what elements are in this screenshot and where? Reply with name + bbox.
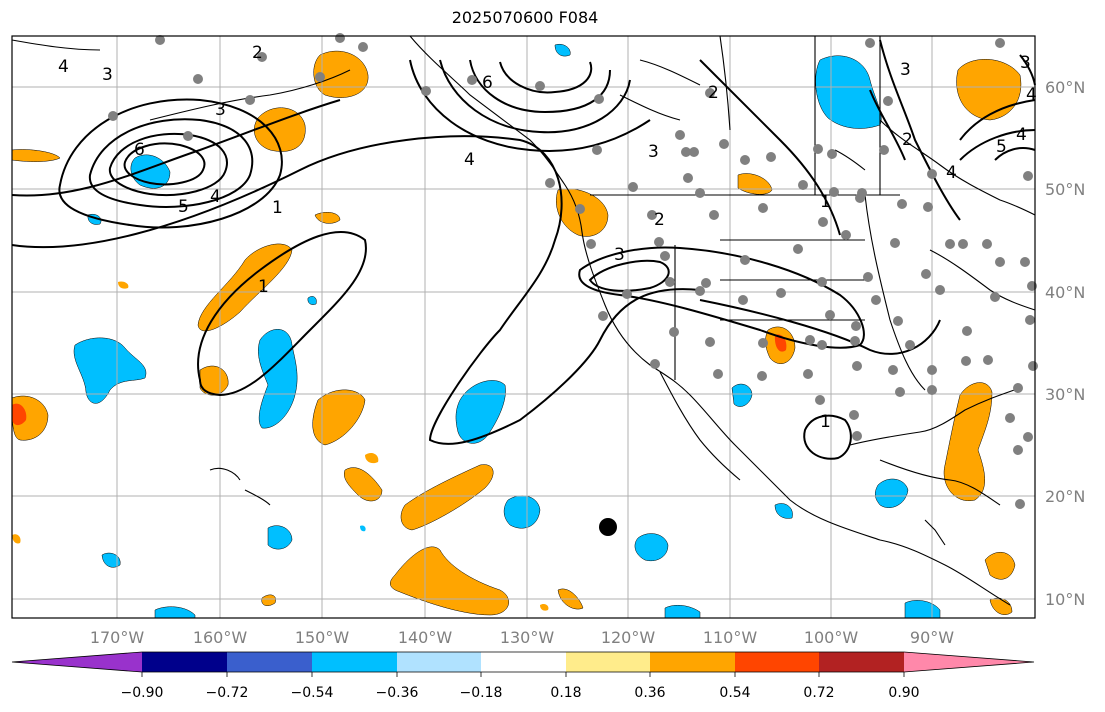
contour-label: 5: [996, 137, 1007, 157]
colorbar-swatch: [312, 652, 397, 672]
contour-label: 2: [654, 210, 665, 230]
colorbar-tick-label: −0.90: [121, 685, 164, 701]
contour-label: 3: [614, 245, 625, 265]
colorbar-tick-label: −0.54: [291, 685, 334, 701]
lon-label: 120°W: [601, 628, 656, 647]
contour-label: 3: [648, 142, 659, 162]
colorbar-swatch: [227, 652, 312, 672]
map-frame: [11, 35, 1036, 619]
graticule: [12, 36, 1035, 618]
contour-label: 3: [215, 100, 226, 120]
colorbar-tick-label: −0.36: [376, 685, 419, 701]
station-dots: [108, 33, 1038, 509]
colorbar-swatch: [397, 652, 481, 672]
colorbar-tick-label: 0.36: [634, 685, 665, 701]
contour-label: 4: [464, 150, 475, 170]
contour-label: 1: [820, 412, 831, 432]
contour-label: 4: [58, 57, 69, 77]
contour-label: 3: [1020, 53, 1031, 73]
contour-label: 1: [258, 277, 269, 297]
colorbar-tick-label: 0.72: [803, 685, 834, 701]
contour-label: 1: [272, 198, 283, 218]
lon-label: 160°W: [193, 628, 248, 647]
contour-label: 4: [1026, 85, 1037, 105]
colorbar-tick-label: −0.72: [206, 685, 249, 701]
contour-labels: 4 3 2 3 6 5 4 1 1 6 4 3 2 1 2 3 1 3 2 4 …: [58, 43, 1037, 432]
colorbar-tick-label: −0.18: [460, 685, 503, 701]
colorbar-swatch: [735, 652, 819, 672]
contour-label: 2: [902, 130, 913, 150]
lon-label: 150°W: [295, 628, 350, 647]
contour-label: 6: [134, 140, 145, 160]
lon-label: 130°W: [500, 628, 555, 647]
contour-label: 2: [708, 83, 719, 103]
contour-label: 5: [178, 197, 189, 217]
colorbar-tick-label: 0.18: [550, 685, 581, 701]
coastlines: [11, 35, 1036, 606]
colorbar-swatch: [819, 652, 904, 672]
contour-label: 3: [900, 60, 911, 80]
lon-label: 100°W: [804, 628, 859, 647]
contour-label: 6: [482, 73, 493, 93]
marker-dot: [599, 518, 617, 536]
lat-label: 20°N: [1045, 487, 1085, 506]
colorbar-tick-label: 0.54: [719, 685, 750, 701]
contour-label: 2: [252, 43, 263, 63]
lon-label: 90°W: [910, 628, 954, 647]
colorbar-extend-high: [904, 652, 1034, 672]
lat-label: 50°N: [1045, 180, 1085, 199]
lon-label: 140°W: [398, 628, 453, 647]
colorbar-swatch: [142, 652, 227, 672]
height-contours: [11, 39, 1036, 460]
contour-label: 1: [820, 192, 831, 212]
lat-label: 60°N: [1045, 78, 1085, 97]
lon-label: 170°W: [90, 628, 145, 647]
colorbar-tick-label: 0.90: [888, 685, 919, 701]
contour-label: 4: [210, 187, 221, 207]
lat-label: 30°N: [1045, 385, 1085, 404]
colorbar-swatch: [650, 652, 735, 672]
lat-label: 10°N: [1045, 590, 1085, 609]
colorbar-swatch: [481, 652, 566, 672]
map-title: 2025070600 F084: [451, 8, 599, 27]
contour-label: 3: [102, 65, 113, 85]
lat-label: 40°N: [1045, 283, 1085, 302]
map-background: [12, 36, 1035, 618]
colorbar: −0.90 −0.72 −0.54 −0.36 −0.18 0.18 0.36 …: [11, 651, 1035, 701]
colorbar-extend-low: [12, 652, 142, 672]
contour-label: 4: [946, 163, 957, 183]
latitude-labels: 60°N 50°N 40°N 30°N 20°N 10°N: [1045, 78, 1085, 609]
contour-label: 4: [1016, 125, 1027, 145]
anomaly-shading: [11, 44, 1022, 619]
longitude-labels: 170°W 160°W 150°W 140°W 130°W 120°W 110°…: [90, 628, 954, 647]
lon-label: 110°W: [703, 628, 758, 647]
colorbar-swatch: [566, 652, 650, 672]
